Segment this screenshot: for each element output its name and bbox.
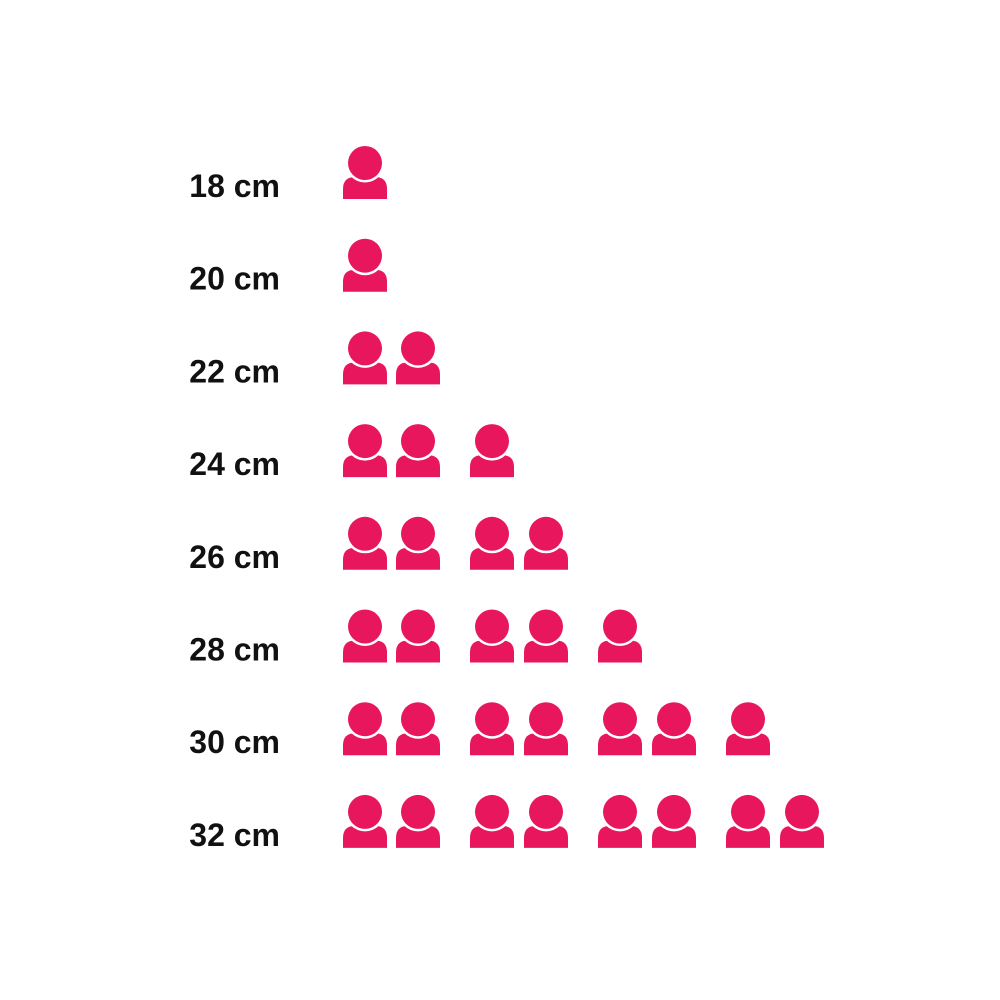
person-icon [470, 699, 514, 756]
person-icon [343, 236, 387, 292]
category-label: 24 cm [189, 446, 280, 482]
category-label: 30 cm [189, 724, 280, 760]
category-label: 18 cm [189, 168, 280, 204]
person-icon [524, 792, 568, 848]
person-icon [726, 792, 770, 848]
person-icon [470, 514, 514, 570]
person-icon [470, 607, 514, 663]
person-icon [524, 699, 568, 756]
person-icon [780, 792, 824, 848]
person-icon [652, 699, 696, 756]
person-icon [343, 421, 387, 478]
person-icon [598, 699, 642, 756]
person-icon [343, 143, 387, 199]
person-icon [598, 792, 642, 848]
person-icon [726, 699, 770, 756]
person-icon [524, 607, 568, 663]
person-icon [598, 607, 642, 663]
person-icon [396, 699, 440, 756]
category-label: 32 cm [189, 817, 280, 853]
person-icon [396, 328, 440, 385]
person-icon [396, 421, 440, 478]
person-icon [343, 607, 387, 663]
person-icon [343, 792, 387, 848]
category-label: 26 cm [189, 539, 280, 575]
person-icon [470, 421, 514, 478]
person-icon [524, 514, 568, 570]
person-icon [343, 514, 387, 570]
category-label: 28 cm [189, 632, 280, 668]
person-icon [343, 328, 387, 385]
person-icon [396, 607, 440, 663]
category-label: 20 cm [189, 261, 280, 297]
person-icon [470, 792, 514, 848]
person-icon [396, 792, 440, 848]
person-icon [652, 792, 696, 848]
person-icon [343, 699, 387, 756]
person-icon [396, 514, 440, 570]
category-label: 22 cm [189, 353, 280, 389]
